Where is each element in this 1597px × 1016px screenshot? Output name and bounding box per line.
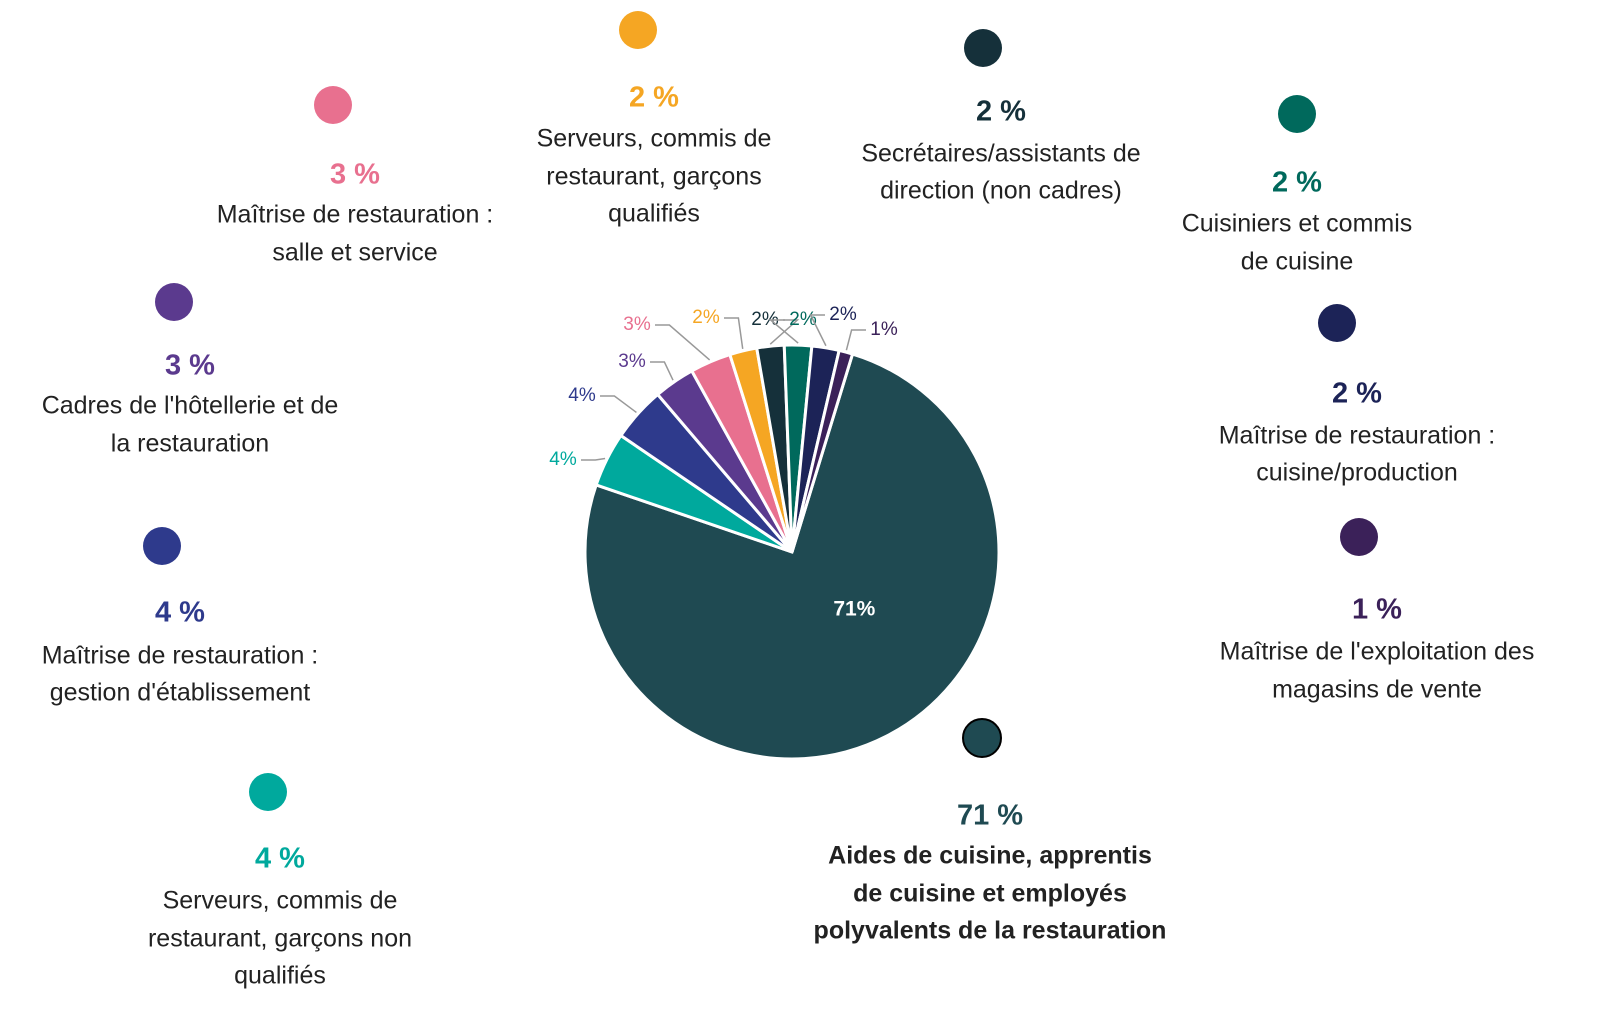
callout-name: Maîtrise de l'exploitation des (1220, 638, 1535, 666)
leader-line (845, 329, 866, 351)
callout-value: 3 % (330, 159, 380, 191)
leader-line (724, 317, 744, 349)
legend-dot (1278, 95, 1316, 133)
callout-name: Aides de cuisine, apprentis (828, 842, 1152, 870)
callout-name: Serveurs, commis de (163, 887, 398, 915)
callout-name: direction (non cadres) (880, 177, 1122, 205)
callout-name: qualifiés (608, 200, 700, 228)
legend-dot (249, 773, 287, 811)
leader-line (650, 361, 674, 381)
legend-dot (962, 718, 1002, 758)
legend-dot (1340, 518, 1378, 556)
pie-slice (790, 348, 855, 553)
legend-dot (143, 527, 181, 565)
legend-dot (964, 29, 1002, 67)
leader-line (655, 324, 711, 361)
callout-name: Cuisiniers et commis (1182, 210, 1413, 238)
slice-label: 3% (623, 314, 651, 335)
callout-name: Maîtrise de restauration : (1219, 422, 1496, 450)
callout-name: cuisine/production (1256, 459, 1458, 487)
callout-value: 2 % (1272, 167, 1322, 199)
legend-dot (619, 11, 657, 49)
legend-dot (314, 86, 352, 124)
callout-name: Serveurs, commis de (537, 125, 772, 153)
callout-value: 2 % (629, 82, 679, 114)
slice-label: 2% (829, 304, 857, 325)
callout-value: 1 % (1352, 594, 1402, 626)
slice-label: 4% (549, 449, 577, 470)
leader-line (769, 319, 800, 345)
callout-name: Maîtrise de restauration : (42, 642, 319, 670)
slice-label: 2% (751, 309, 779, 330)
legend-dot (1318, 304, 1356, 342)
callout-value: 71 % (957, 800, 1023, 832)
callout-name: salle et service (272, 239, 437, 267)
slice-label: 1% (870, 319, 898, 340)
leader-line (768, 319, 799, 344)
callout-value: 4 % (155, 597, 205, 629)
callout-name: restaurant, garçons non (148, 925, 412, 953)
callout-name: la restauration (111, 430, 269, 458)
callout-name: magasins de vente (1272, 676, 1482, 704)
callout-name: qualifiés (234, 962, 326, 990)
callout-value: 2 % (976, 96, 1026, 128)
pie-slice (583, 352, 1001, 761)
slice-label: 3% (618, 351, 646, 372)
leader-line (600, 395, 637, 414)
callout-name: de cuisine et employés (853, 880, 1127, 908)
slice-label: 4% (568, 385, 596, 406)
callout-value: 3 % (165, 350, 215, 382)
legend-dot (155, 283, 193, 321)
leader-line (581, 457, 606, 461)
callout-name: Cadres de l'hôtellerie et de (42, 392, 339, 420)
callout-name: Maîtrise de restauration : (217, 201, 494, 229)
callout-name: restaurant, garçons (546, 163, 761, 191)
callout-value: 2 % (1332, 378, 1382, 410)
callout-name: Secrétaires/assistants de (861, 140, 1140, 168)
callout-name: gestion d'établissement (50, 679, 311, 707)
callout-name: de cuisine (1241, 248, 1354, 276)
leader-line (809, 314, 827, 347)
slice-label: 2% (692, 307, 720, 328)
slice-label: 71% (833, 598, 875, 621)
callout-value: 4 % (255, 843, 305, 875)
callout-name: polyvalents de la restauration (814, 917, 1167, 945)
